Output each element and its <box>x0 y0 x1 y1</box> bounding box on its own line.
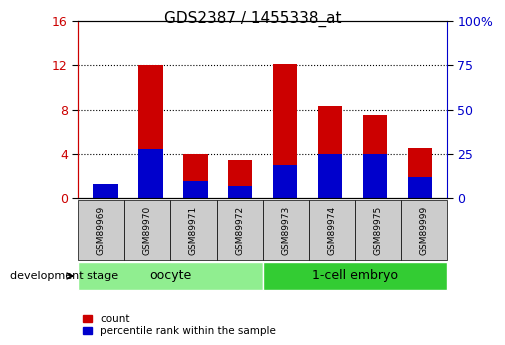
Bar <box>138 149 163 198</box>
Bar <box>93 184 118 198</box>
Bar <box>183 181 208 198</box>
Text: GSM89969: GSM89969 <box>97 206 106 255</box>
Text: GSM89973: GSM89973 <box>281 206 290 255</box>
Bar <box>318 154 342 198</box>
Text: 1-cell embryo: 1-cell embryo <box>312 269 398 283</box>
Text: development stage: development stage <box>10 271 118 281</box>
Legend: count, percentile rank within the sample: count, percentile rank within the sample <box>83 314 276 336</box>
Text: GSM89971: GSM89971 <box>189 206 198 255</box>
Bar <box>93 186 118 198</box>
Bar <box>408 148 432 198</box>
Bar <box>228 159 252 198</box>
Text: GSM89975: GSM89975 <box>373 206 382 255</box>
Text: GSM89974: GSM89974 <box>327 206 336 255</box>
Text: GSM89970: GSM89970 <box>143 206 152 255</box>
Bar <box>408 177 432 198</box>
Text: oocyte: oocyte <box>149 269 191 283</box>
Bar <box>363 115 387 198</box>
Bar <box>138 65 163 198</box>
Text: GSM89999: GSM89999 <box>419 206 428 255</box>
Text: GSM89972: GSM89972 <box>235 206 244 255</box>
Bar <box>228 186 252 198</box>
Bar <box>363 154 387 198</box>
Text: GDS2387 / 1455338_at: GDS2387 / 1455338_at <box>164 10 341 27</box>
Bar <box>273 165 297 198</box>
Bar <box>318 106 342 198</box>
Bar <box>273 64 297 198</box>
Bar <box>183 154 208 198</box>
